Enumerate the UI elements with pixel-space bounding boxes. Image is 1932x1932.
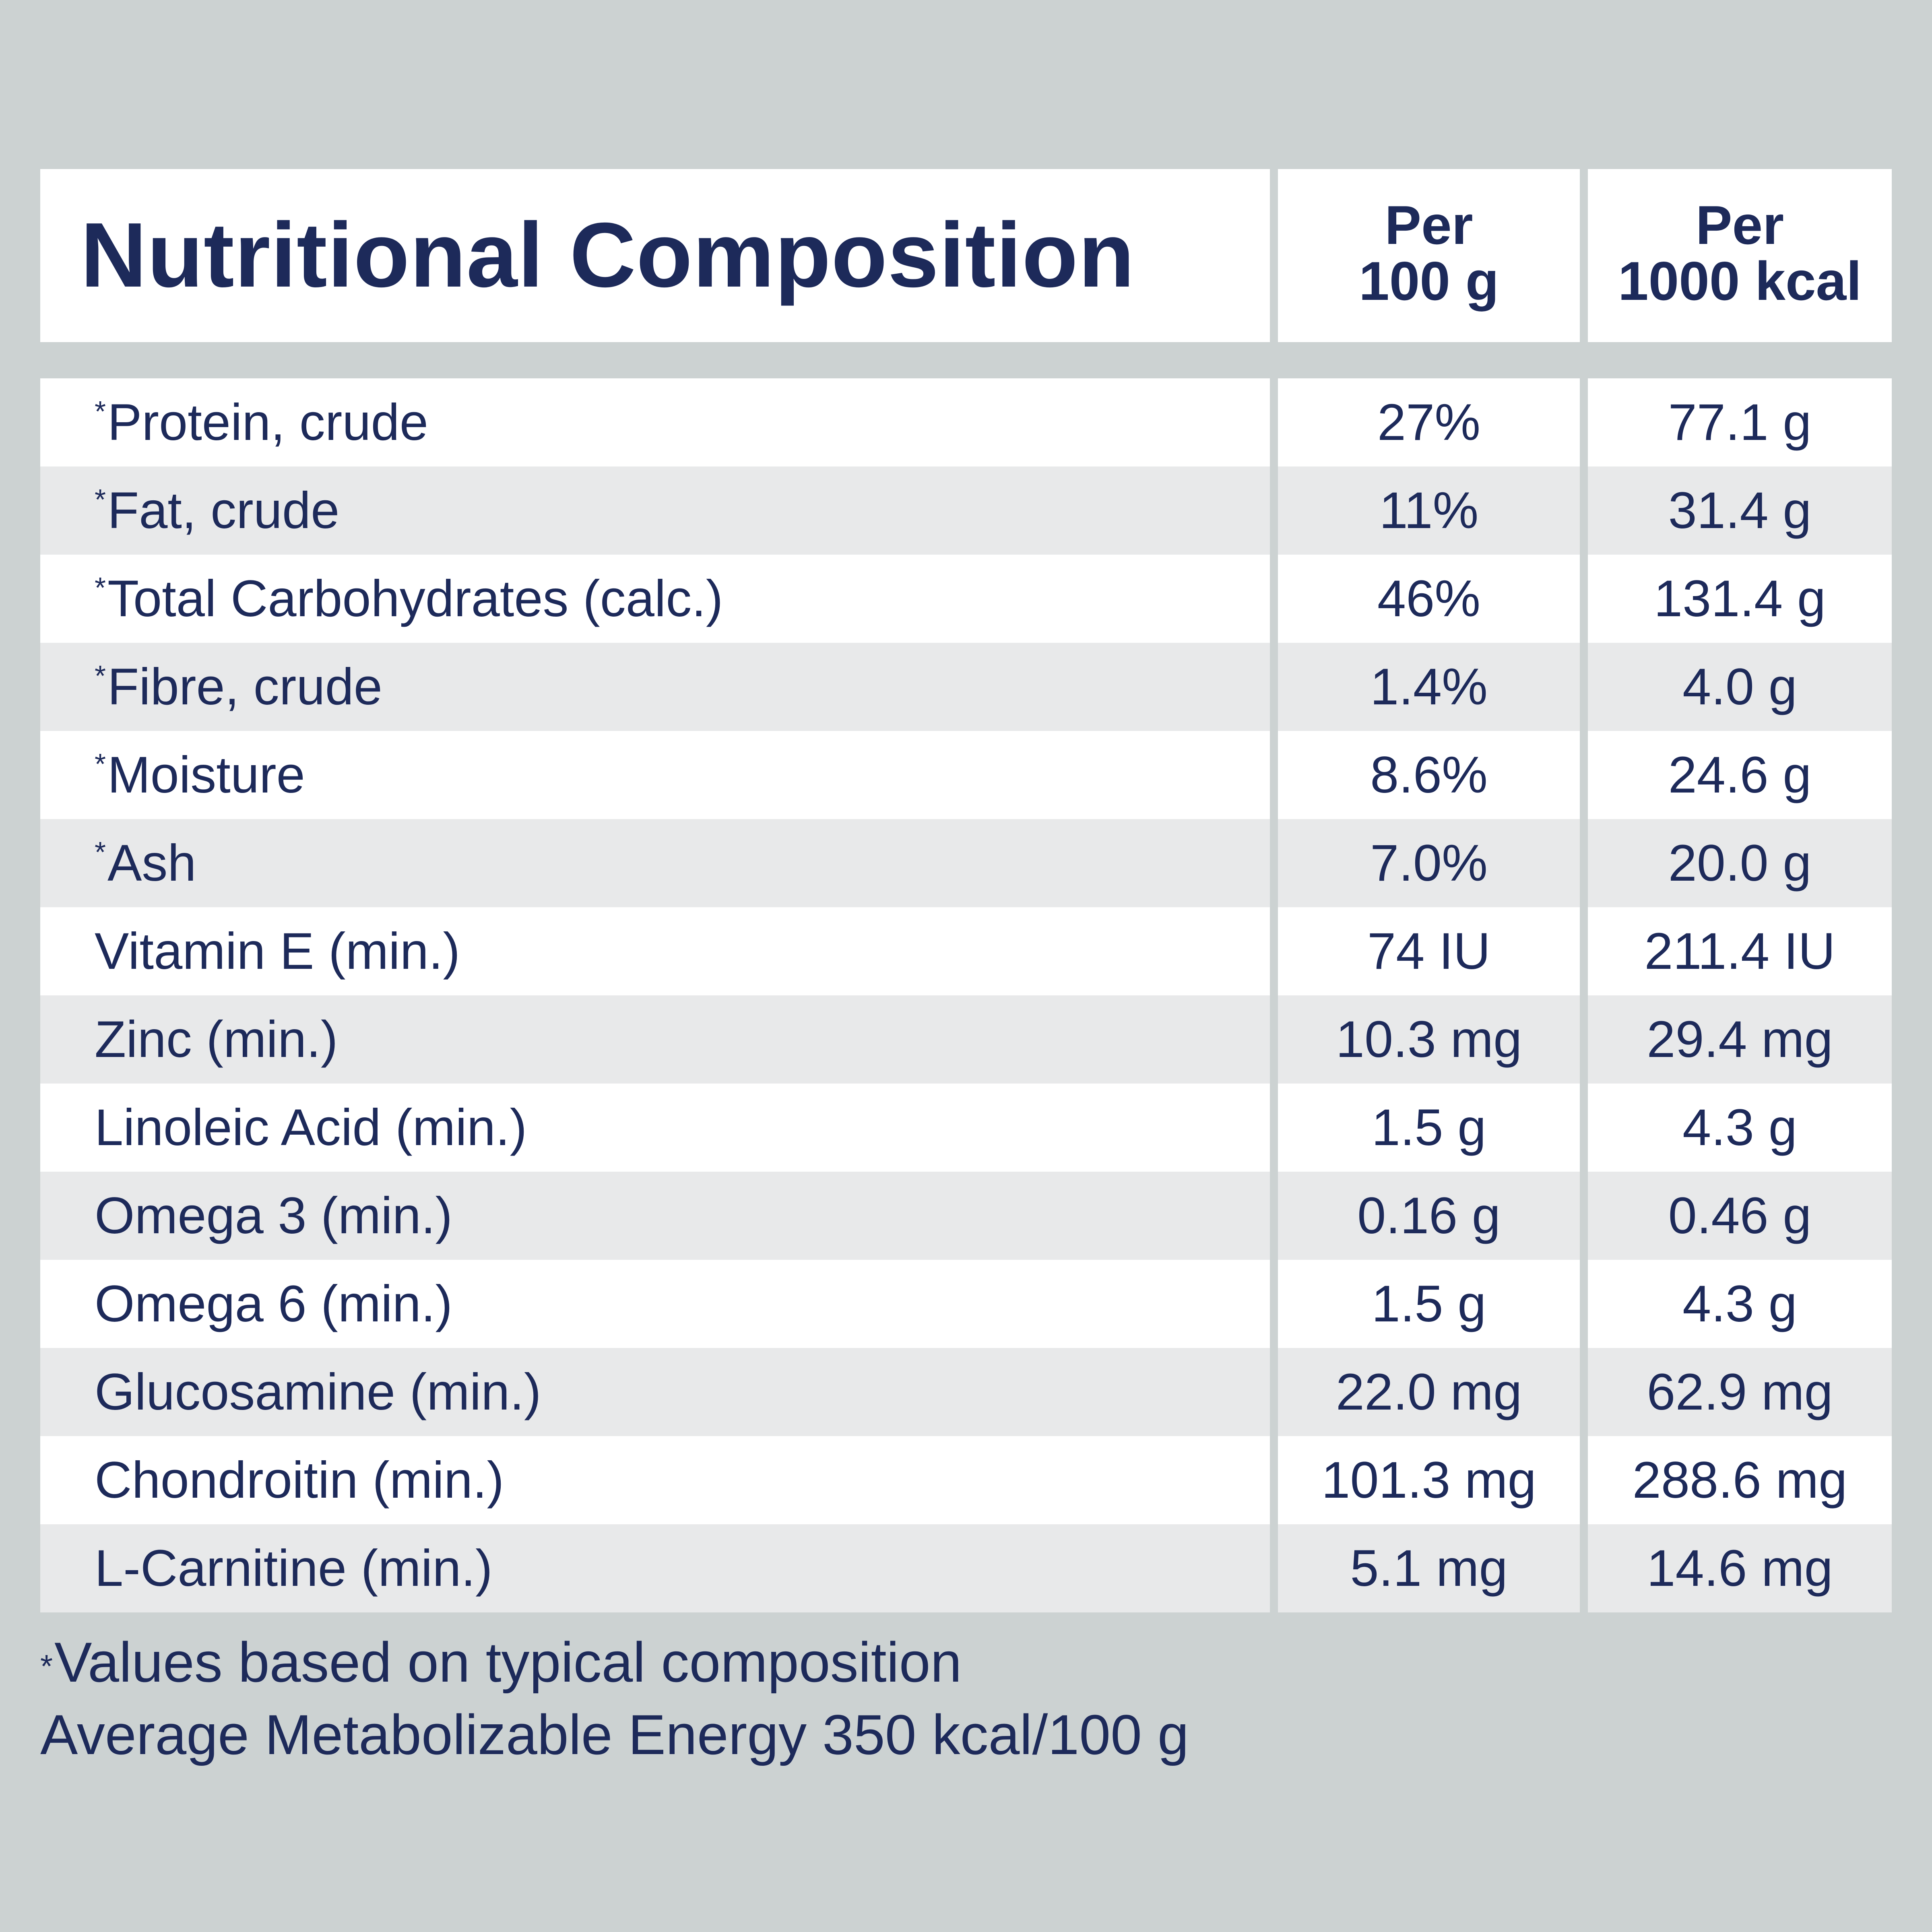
table-row: * Moisture 8.6% 24.6 g [40,731,1892,819]
value-per-100g: 46% [1278,555,1580,643]
footnotes: *Values based on typical composition Ave… [40,1626,1189,1771]
nutrient-label-cell: * Protein, crude [40,378,1270,466]
nutrient-label-cell: Omega 6 (min.) [40,1260,1270,1348]
table-row: * Protein, crude 27% 77.1 g [40,378,1892,466]
value-per-100g: 8.6% [1278,731,1580,819]
table-row: Linoleic Acid (min.) 1.5 g 4.3 g [40,1084,1892,1172]
value-per-1000kcal: 20.0 g [1588,819,1892,907]
table-row: * Fibre, crude 1.4% 4.0 g [40,643,1892,731]
value-per-100g: 27% [1278,378,1580,466]
table-row: Omega 6 (min.) 1.5 g 4.3 g [40,1260,1892,1348]
nutrient-label-cell: * Ash [40,819,1270,907]
asterisk-mark: * [40,1648,53,1684]
column-header-line: 1000 kcal [1618,250,1862,312]
nutrient-label-cell: * Total Carbohydrates (calc.) [40,555,1270,643]
nutrient-label-cell: Vitamin E (min.) [40,907,1270,995]
nutrient-label-cell: L-Carnitine (min.) [40,1524,1270,1612]
nutrient-label-cell: * Moisture [40,731,1270,819]
value-per-100g: 74 IU [1278,907,1580,995]
value-per-100g: 1.5 g [1278,1260,1580,1348]
asterisk-mark: * [95,748,106,780]
nutrient-name: Protein, crude [107,394,428,451]
value-per-1000kcal: 4.3 g [1588,1084,1892,1172]
value-per-100g: 22.0 mg [1278,1348,1580,1436]
value-per-1000kcal: 4.3 g [1588,1260,1892,1348]
nutrient-label-cell: Glucosamine (min.) [40,1348,1270,1436]
nutrient-name: Omega 3 (min.) [95,1187,453,1245]
table-row: * Ash 7.0% 20.0 g [40,819,1892,907]
asterisk-mark: * [95,484,106,516]
value-per-1000kcal: 14.6 mg [1588,1524,1892,1612]
nutrient-name: Omega 6 (min.) [95,1275,453,1333]
value-per-1000kcal: 62.9 mg [1588,1348,1892,1436]
value-per-1000kcal: 24.6 g [1588,731,1892,819]
column-header-line: Per [1695,194,1784,256]
nutrient-name: Chondroitin (min.) [95,1451,504,1509]
nutrient-label-cell: Omega 3 (min.) [40,1172,1270,1260]
table-row: Zinc (min.) 10.3 mg 29.4 mg [40,995,1892,1084]
value-per-1000kcal: 77.1 g [1588,378,1892,466]
value-per-1000kcal: 29.4 mg [1588,995,1892,1084]
table-title: Nutritional Composition [80,204,1135,306]
asterisk-mark: * [95,396,106,428]
footnote-typical: *Values based on typical composition [40,1626,1189,1699]
value-per-1000kcal: 211.4 IU [1588,907,1892,995]
table-row: * Total Carbohydrates (calc.) 46% 131.4 g [40,555,1892,643]
value-per-100g: 101.3 mg [1278,1436,1580,1524]
nutrition-table-body: * Protein, crude 27% 77.1 g * Fat, crude 11% 31… [40,378,1892,1612]
value-per-100g: 7.0% [1278,819,1580,907]
value-per-1000kcal: 4.0 g [1588,643,1892,731]
table-row: * Fat, crude 11% 31.4 g [40,466,1892,555]
table-row: Omega 3 (min.) 0.16 g 0.46 g [40,1172,1892,1260]
asterisk-mark: * [95,660,106,692]
nutrient-name: Total Carbohydrates (calc.) [107,570,723,627]
nutrient-name: Moisture [107,746,305,804]
nutrient-name: Fibre, crude [107,658,382,716]
value-per-100g: 11% [1278,466,1580,555]
value-per-1000kcal: 131.4 g [1588,555,1892,643]
nutrient-label-cell: Zinc (min.) [40,995,1270,1084]
column-header-line: Per [1385,194,1473,256]
nutrient-name: Zinc (min.) [95,1011,338,1068]
nutrient-label-cell: Linoleic Acid (min.) [40,1084,1270,1172]
nutrient-label-cell: * Fibre, crude [40,643,1270,731]
column-header-per-1000kcal: Per 1000 kcal [1588,169,1892,342]
table-row: L-Carnitine (min.) 5.1 mg 14.6 mg [40,1524,1892,1612]
value-per-100g: 0.16 g [1278,1172,1580,1260]
nutrient-name: Glucosamine (min.) [95,1363,541,1421]
nutrient-label-cell: Chondroitin (min.) [40,1436,1270,1524]
asterisk-mark: * [95,836,106,869]
column-header-per-100g: Per 100 g [1278,169,1580,342]
nutrient-name: Vitamin E (min.) [95,923,460,980]
nutrient-label-cell: * Fat, crude [40,466,1270,555]
value-per-100g: 1.5 g [1278,1084,1580,1172]
value-per-100g: 1.4% [1278,643,1580,731]
table-header: Nutritional Composition Per 100 g Per 10… [40,169,1892,342]
value-per-100g: 10.3 mg [1278,995,1580,1084]
nutrient-name: Ash [107,834,196,892]
value-per-1000kcal: 288.6 mg [1588,1436,1892,1524]
value-per-1000kcal: 31.4 g [1588,466,1892,555]
title-cell: Nutritional Composition [40,169,1270,342]
footnote-text: Values based on typical composition [54,1631,962,1694]
table-row: Chondroitin (min.) 101.3 mg 288.6 mg [40,1436,1892,1524]
asterisk-mark: * [95,572,106,604]
table-row: Glucosamine (min.) 22.0 mg 62.9 mg [40,1348,1892,1436]
nutrient-name: Fat, crude [107,482,340,539]
column-header-line: 100 g [1359,250,1499,312]
nutrient-name: Linoleic Acid (min.) [95,1099,527,1156]
table-row: Vitamin E (min.) 74 IU 211.4 IU [40,907,1892,995]
value-per-100g: 5.1 mg [1278,1524,1580,1612]
value-per-1000kcal: 0.46 g [1588,1172,1892,1260]
nutrient-name: L-Carnitine (min.) [95,1540,493,1597]
footnote-energy: Average Metabolizable Energy 350 kcal/10… [40,1703,1189,1766]
